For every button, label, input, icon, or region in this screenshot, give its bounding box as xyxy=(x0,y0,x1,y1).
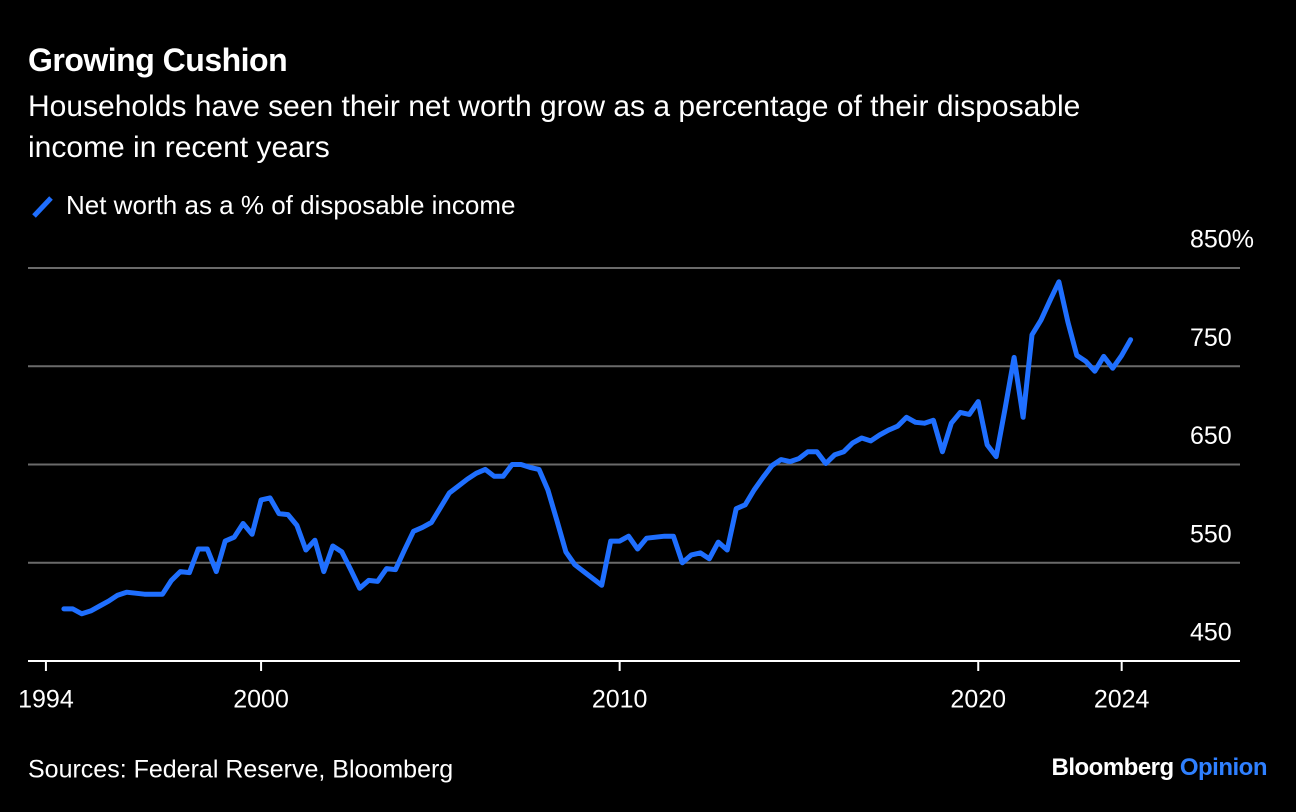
y-tick-label: 650 xyxy=(1190,422,1232,450)
y-tick-label: 450 xyxy=(1190,619,1232,647)
brand-name: Bloomberg xyxy=(1052,754,1174,781)
x-tick-label: 2020 xyxy=(950,686,1006,714)
y-tick-label: 850% xyxy=(1190,226,1254,254)
brand: Bloomberg Opinion xyxy=(1052,754,1268,781)
x-tick-label: 2000 xyxy=(233,686,289,714)
y-tick-label: 550 xyxy=(1190,520,1232,548)
x-tick-label: 1994 xyxy=(18,686,74,714)
chart-title: Growing Cushion xyxy=(28,42,288,78)
source: Sources: Federal Reserve, Bloomberg xyxy=(28,756,453,784)
x-tick-label: 2024 xyxy=(1094,686,1150,714)
chart-subtitle: Households have seen their net worth gro… xyxy=(28,90,1081,164)
data-line xyxy=(61,279,1134,617)
brand-suffix: Opinion xyxy=(1180,754,1267,781)
y-tick-label: 750 xyxy=(1190,324,1232,352)
x-tick-label: 2010 xyxy=(592,686,648,714)
legend-swatch xyxy=(32,196,53,218)
legend-label: Net worth as a % of disposable income xyxy=(66,190,515,220)
